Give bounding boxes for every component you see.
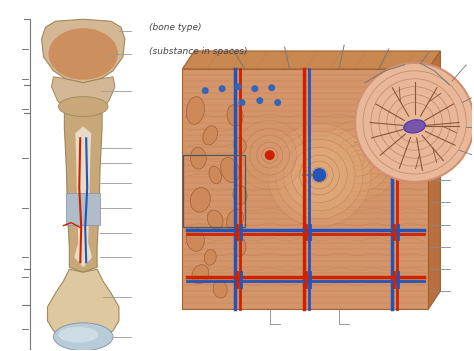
Circle shape bbox=[335, 136, 383, 184]
Bar bbox=[183, 155, 245, 227]
Circle shape bbox=[238, 99, 246, 106]
Circle shape bbox=[343, 144, 375, 176]
Ellipse shape bbox=[227, 209, 244, 230]
Ellipse shape bbox=[186, 228, 204, 251]
Circle shape bbox=[312, 168, 326, 182]
Circle shape bbox=[235, 120, 304, 190]
Polygon shape bbox=[182, 69, 428, 309]
Polygon shape bbox=[47, 269, 119, 339]
Circle shape bbox=[265, 150, 275, 160]
Circle shape bbox=[276, 131, 363, 219]
Circle shape bbox=[262, 147, 278, 163]
Circle shape bbox=[219, 85, 226, 92]
Ellipse shape bbox=[58, 97, 108, 117]
Circle shape bbox=[268, 84, 275, 91]
Bar bbox=[66, 193, 100, 225]
Ellipse shape bbox=[209, 166, 221, 184]
Circle shape bbox=[274, 99, 281, 106]
Circle shape bbox=[268, 124, 371, 227]
Circle shape bbox=[235, 83, 241, 90]
Circle shape bbox=[292, 147, 347, 203]
Ellipse shape bbox=[234, 138, 246, 153]
Ellipse shape bbox=[220, 158, 239, 183]
Circle shape bbox=[311, 167, 327, 183]
Text: (substance in spaces): (substance in spaces) bbox=[149, 47, 247, 56]
Polygon shape bbox=[64, 108, 102, 272]
Ellipse shape bbox=[190, 187, 210, 212]
Circle shape bbox=[243, 128, 297, 182]
Polygon shape bbox=[74, 126, 92, 267]
Ellipse shape bbox=[48, 28, 118, 80]
Ellipse shape bbox=[54, 323, 113, 351]
Circle shape bbox=[327, 128, 391, 192]
Circle shape bbox=[283, 139, 355, 211]
Polygon shape bbox=[52, 77, 115, 111]
Circle shape bbox=[251, 85, 258, 92]
Circle shape bbox=[250, 135, 290, 175]
Ellipse shape bbox=[207, 210, 223, 229]
Circle shape bbox=[202, 87, 209, 94]
Circle shape bbox=[305, 161, 333, 189]
Ellipse shape bbox=[186, 97, 204, 124]
Text: (bone type): (bone type) bbox=[149, 23, 201, 32]
Polygon shape bbox=[182, 51, 440, 69]
Polygon shape bbox=[428, 51, 440, 309]
Ellipse shape bbox=[203, 126, 218, 145]
Ellipse shape bbox=[404, 120, 425, 133]
Circle shape bbox=[349, 150, 369, 170]
Ellipse shape bbox=[213, 280, 227, 298]
Circle shape bbox=[257, 142, 283, 168]
Circle shape bbox=[319, 120, 399, 200]
Ellipse shape bbox=[233, 185, 247, 205]
Ellipse shape bbox=[204, 250, 216, 265]
Circle shape bbox=[256, 97, 263, 104]
Circle shape bbox=[353, 154, 365, 166]
Polygon shape bbox=[42, 19, 125, 83]
Circle shape bbox=[355, 63, 474, 182]
Ellipse shape bbox=[227, 105, 243, 126]
Circle shape bbox=[300, 155, 339, 195]
Ellipse shape bbox=[192, 265, 209, 284]
Ellipse shape bbox=[234, 239, 246, 256]
Ellipse shape bbox=[191, 147, 206, 169]
Ellipse shape bbox=[58, 327, 98, 343]
